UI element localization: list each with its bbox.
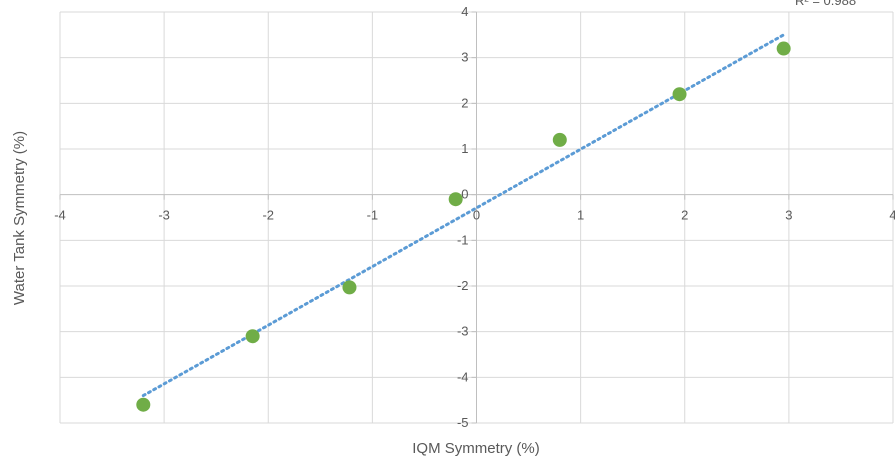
x-tick-label: 0 [473, 208, 480, 223]
x-axis-title: IQM Symmetry (%) [412, 440, 540, 457]
y-tick-label: -1 [457, 232, 469, 247]
data-point [776, 41, 791, 56]
x-tick-label: 3 [785, 208, 792, 223]
y-tick-label: 1 [461, 141, 468, 156]
y-tick-label: -4 [457, 369, 469, 384]
data-point [342, 280, 357, 295]
y-tick-label: -2 [457, 278, 469, 293]
x-tick-label: 4 [889, 208, 895, 223]
data-point [552, 132, 567, 147]
axes [59, 11, 894, 424]
data-points [136, 41, 791, 412]
y-tick-label: 0 [461, 187, 468, 202]
data-point [672, 87, 687, 102]
y-tick-label: -5 [457, 415, 469, 430]
data-point [245, 329, 260, 344]
y-axis-title: Water Tank Symmetry (%) [11, 131, 28, 305]
x-tick-label: -4 [54, 208, 66, 223]
y-tick-label: -3 [457, 324, 469, 339]
x-tick-label: -1 [367, 208, 379, 223]
data-point [136, 397, 151, 412]
x-tick-label: 2 [681, 208, 688, 223]
y-tick-label: 3 [461, 50, 468, 65]
data-point [448, 192, 463, 207]
x-tick-label: 1 [577, 208, 584, 223]
x-tick-labels: -4 -3 -2 -1 0 1 2 3 4 [54, 208, 895, 223]
x-tick-label: -3 [158, 208, 170, 223]
y-tick-labels: 4 3 2 1 0 -1 -2 -3 -4 -5 [457, 4, 469, 430]
y-tick-label: 4 [461, 4, 468, 19]
x-tick-label: -2 [262, 208, 274, 223]
y-tick-label: 2 [461, 95, 468, 110]
r-squared-annotation: R² = 0.988 [795, 0, 856, 8]
